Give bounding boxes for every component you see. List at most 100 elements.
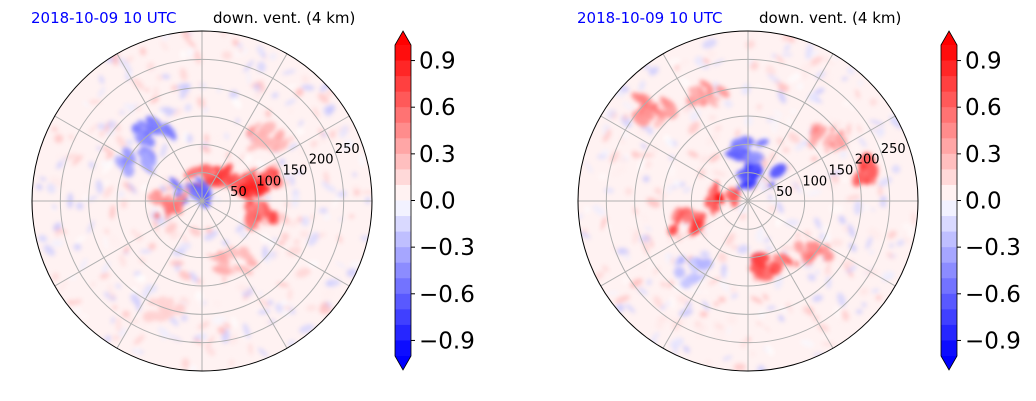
field-speckle — [327, 104, 336, 114]
field-speckle — [712, 169, 726, 177]
field-speckle — [837, 292, 846, 307]
feature-blob — [870, 178, 876, 185]
radial-tick-label: 200 — [855, 153, 880, 168]
field-speckle — [52, 204, 57, 210]
field-speckle — [39, 177, 47, 181]
field-speckle — [694, 55, 704, 66]
field-speckle — [901, 223, 914, 231]
field-speckle — [79, 257, 88, 272]
feature-blob — [244, 203, 249, 211]
angular-gridline — [600, 115, 749, 202]
feature-blob — [225, 246, 239, 259]
field-speckle — [778, 314, 785, 322]
field-speckle — [167, 165, 178, 173]
field-speckle — [857, 124, 862, 133]
radial-tick-label: 50 — [776, 185, 793, 200]
field-speckle — [287, 288, 293, 301]
field-speckle — [135, 105, 141, 111]
colorbar-tick-label: −0.3 — [965, 235, 1021, 261]
field-speckle — [701, 230, 707, 238]
feature-blob — [691, 272, 708, 285]
feature-blob — [641, 114, 651, 125]
colorbar-level — [395, 216, 411, 233]
radial-tick-label: 250 — [335, 142, 360, 157]
feature-blob — [161, 300, 176, 307]
field-speckle — [623, 252, 631, 260]
field-speckle — [776, 201, 784, 214]
field-speckle — [161, 329, 167, 341]
field-speckle — [185, 93, 191, 100]
field-speckle — [105, 150, 114, 162]
field-speckle — [299, 230, 309, 238]
field-speckle — [703, 289, 709, 295]
field-speckle — [263, 55, 269, 61]
heatmap-field — [36, 31, 372, 371]
field-speckle — [271, 92, 279, 99]
field-speckle — [235, 118, 240, 124]
field-speckle — [295, 267, 311, 278]
field-speckle — [98, 75, 105, 85]
field-speckle — [650, 145, 658, 152]
field-speckle — [301, 75, 310, 84]
field-speckle — [265, 109, 271, 118]
feature-blob — [682, 273, 698, 287]
field-speckle — [667, 184, 672, 194]
field-speckle — [812, 294, 824, 302]
field-speckle — [769, 151, 776, 163]
field-speckle — [825, 261, 831, 275]
field-speckle — [291, 192, 300, 208]
chart-title-variable: down. vent. (4 km) — [213, 9, 356, 27]
field-speckle — [295, 128, 305, 136]
field-speckle — [615, 295, 630, 304]
field-speckle — [602, 129, 612, 143]
field-speckle — [838, 215, 846, 225]
field-speckle — [82, 193, 90, 207]
colorbar-tick-label: 0.6 — [965, 95, 1002, 121]
field-speckle — [893, 142, 898, 147]
field-speckle — [687, 150, 699, 158]
field-speckle — [232, 38, 239, 47]
field-speckle — [170, 260, 185, 267]
feature-blob — [122, 147, 137, 165]
colorbar-tick-label: 0.0 — [965, 189, 1002, 215]
field-speckle — [713, 321, 727, 333]
feature-cluster — [736, 160, 787, 190]
field-speckle — [87, 220, 95, 234]
feature-blob — [688, 86, 700, 96]
feature-blob — [162, 310, 172, 317]
field-speckle — [148, 242, 156, 251]
feature-blob — [219, 163, 233, 181]
colorbar-extend-min — [395, 356, 411, 370]
feature-blob — [705, 88, 714, 97]
feature-blob — [775, 264, 782, 270]
field-speckle — [683, 345, 690, 353]
field-speckle — [667, 235, 674, 243]
field-speckle — [726, 315, 737, 325]
field-speckle — [669, 337, 685, 349]
field-speckle — [165, 222, 177, 234]
field-speckle — [665, 252, 672, 265]
field-speckle — [672, 179, 681, 188]
feature-blob — [642, 107, 655, 121]
field-speckle — [846, 194, 861, 201]
field-speckle — [682, 187, 691, 193]
feature-blob — [631, 92, 649, 105]
field-speckle — [171, 84, 178, 92]
field-speckle — [140, 318, 146, 335]
angular-gridline — [54, 115, 203, 202]
field-speckle — [858, 137, 867, 148]
field-speckle — [629, 278, 643, 288]
feature-blob — [248, 200, 254, 207]
colorbar-level — [941, 91, 957, 108]
field-speckle — [802, 115, 815, 124]
colorbar-level — [941, 293, 957, 310]
field-speckle — [842, 177, 848, 183]
field-speckle — [165, 108, 179, 117]
field-speckle — [256, 45, 265, 57]
field-speckle — [615, 154, 627, 163]
field-speckle — [244, 154, 253, 163]
field-speckle — [125, 139, 134, 146]
field-speckle — [679, 77, 693, 90]
field-speckle — [258, 291, 263, 297]
field-speckle — [353, 189, 360, 196]
